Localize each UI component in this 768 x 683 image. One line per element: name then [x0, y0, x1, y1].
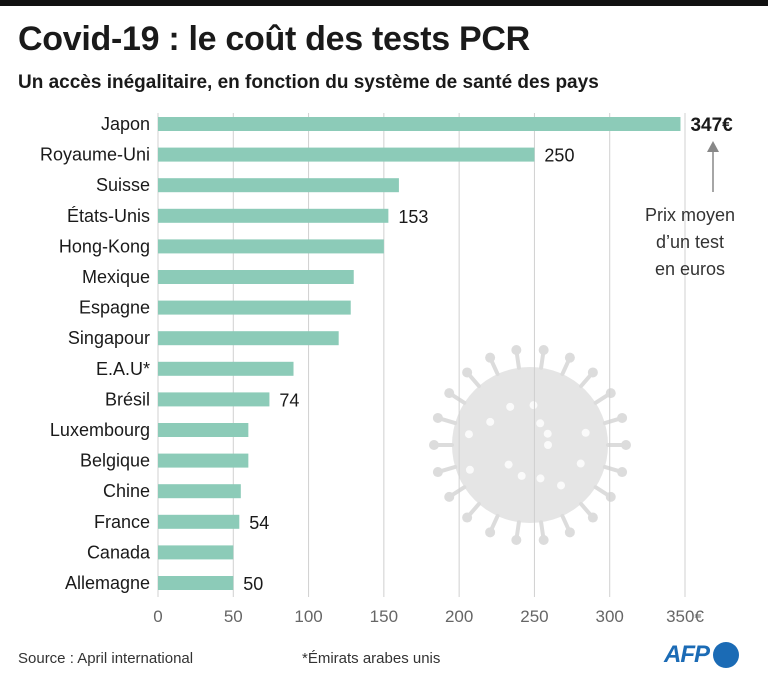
- virus-spike-head: [605, 388, 616, 399]
- virus-spot: [529, 401, 538, 410]
- top-rule: [0, 0, 768, 6]
- category-label: Espagne: [79, 298, 150, 318]
- virus-spike-head: [462, 512, 473, 523]
- virus-spike-head: [587, 367, 598, 378]
- category-label: Royaume-Uni: [40, 145, 150, 165]
- virus-spot: [536, 474, 545, 483]
- x-tick-label: 50: [224, 607, 243, 626]
- category-label: Allemagne: [65, 573, 150, 593]
- bar: [158, 300, 351, 315]
- bar: [158, 453, 249, 468]
- category-label: E.A.U*: [96, 359, 150, 379]
- virus-spot: [465, 465, 474, 474]
- bar: [158, 576, 234, 590]
- category-label: États-Unis: [67, 206, 150, 226]
- category-label: Belgique: [80, 451, 150, 471]
- chart-subtitle: Un accès inégalitaire, en fonction du sy…: [18, 72, 599, 93]
- virus-spike-head: [617, 467, 628, 478]
- data-label: 74: [279, 390, 299, 410]
- category-label: Hong-Kong: [59, 236, 150, 256]
- category-label: Brésil: [105, 389, 150, 409]
- category-label: Mexique: [82, 267, 150, 287]
- afp-logo-text: AFP: [664, 641, 710, 668]
- bar: [158, 331, 339, 346]
- bar: [158, 514, 240, 529]
- data-label: 153: [398, 207, 428, 227]
- virus-spot: [581, 428, 590, 437]
- virus-spike-head: [462, 367, 473, 378]
- virus-spike-head: [432, 467, 443, 478]
- annotation-text: Prix moyen: [645, 205, 735, 225]
- bar: [158, 178, 399, 193]
- x-tick-label: 250: [520, 607, 548, 626]
- bar: [158, 147, 535, 162]
- virus-spike-head: [564, 352, 575, 363]
- category-label: Singapour: [68, 328, 150, 348]
- afp-logo: AFP: [664, 641, 739, 669]
- virus-spike-head: [621, 440, 631, 450]
- source-note: Source : April international: [18, 650, 194, 667]
- virus-spike-head: [444, 388, 455, 399]
- virus-spot: [517, 471, 526, 480]
- bar: [158, 208, 389, 223]
- bar: [158, 361, 294, 376]
- data-label: 54: [249, 513, 269, 533]
- x-tick-label: 100: [294, 607, 322, 626]
- virus-spot: [504, 460, 513, 469]
- bar: [158, 270, 354, 284]
- footnote: *Émirats arabes unis: [302, 650, 441, 667]
- virus-spike-head: [429, 440, 439, 450]
- category-label: Chine: [103, 481, 150, 501]
- annotation-text: d’un test: [656, 232, 724, 252]
- x-tick-label: 200: [445, 607, 473, 626]
- virus-illustration: [429, 344, 631, 546]
- bar: [158, 545, 234, 560]
- bar: [158, 239, 384, 254]
- virus-spot: [486, 417, 495, 426]
- virus-spike-head: [538, 344, 549, 355]
- virus-spot: [576, 459, 585, 468]
- category-label: France: [94, 512, 150, 532]
- data-label: 50: [243, 574, 263, 594]
- data-label: 250: [544, 146, 574, 166]
- data-label: 347€: [690, 115, 733, 136]
- bar: [158, 117, 681, 131]
- virus-spike-head: [511, 535, 522, 546]
- virus-spot: [506, 402, 515, 411]
- virus-spike-head: [511, 344, 522, 355]
- virus-body: [452, 367, 608, 523]
- chart-title: Covid-19 : le coût des tests PCR: [18, 20, 530, 58]
- virus-spike-head: [432, 412, 443, 423]
- category-label: Suisse: [96, 175, 150, 195]
- category-label: Luxembourg: [50, 420, 150, 440]
- virus-spot: [464, 430, 473, 439]
- x-tick-label: 150: [370, 607, 398, 626]
- virus-spot: [557, 481, 566, 490]
- annotation-text: en euros: [655, 259, 725, 279]
- x-tick-label: 350€: [666, 607, 704, 626]
- virus-spike-head: [485, 527, 496, 538]
- category-label: Japon: [101, 114, 150, 134]
- annotation-arrow-head: [707, 141, 719, 152]
- virus-spot: [536, 419, 545, 428]
- x-tick-label: 0: [153, 607, 162, 626]
- x-tick-label: 300: [596, 607, 624, 626]
- virus-spike-head: [485, 352, 496, 363]
- virus-spike-head: [587, 512, 598, 523]
- virus-spike-head: [617, 412, 628, 423]
- virus-spot: [544, 441, 552, 449]
- virus-spike-head: [605, 491, 616, 502]
- bar: [158, 484, 241, 499]
- virus-spike-head: [538, 535, 549, 546]
- bar: [158, 392, 270, 407]
- category-label: Canada: [87, 542, 151, 562]
- afp-logo-dot: [713, 642, 739, 668]
- virus-spot: [543, 429, 552, 438]
- bar: [158, 423, 249, 437]
- virus-spike-head: [564, 527, 575, 538]
- virus-spike-head: [444, 491, 455, 502]
